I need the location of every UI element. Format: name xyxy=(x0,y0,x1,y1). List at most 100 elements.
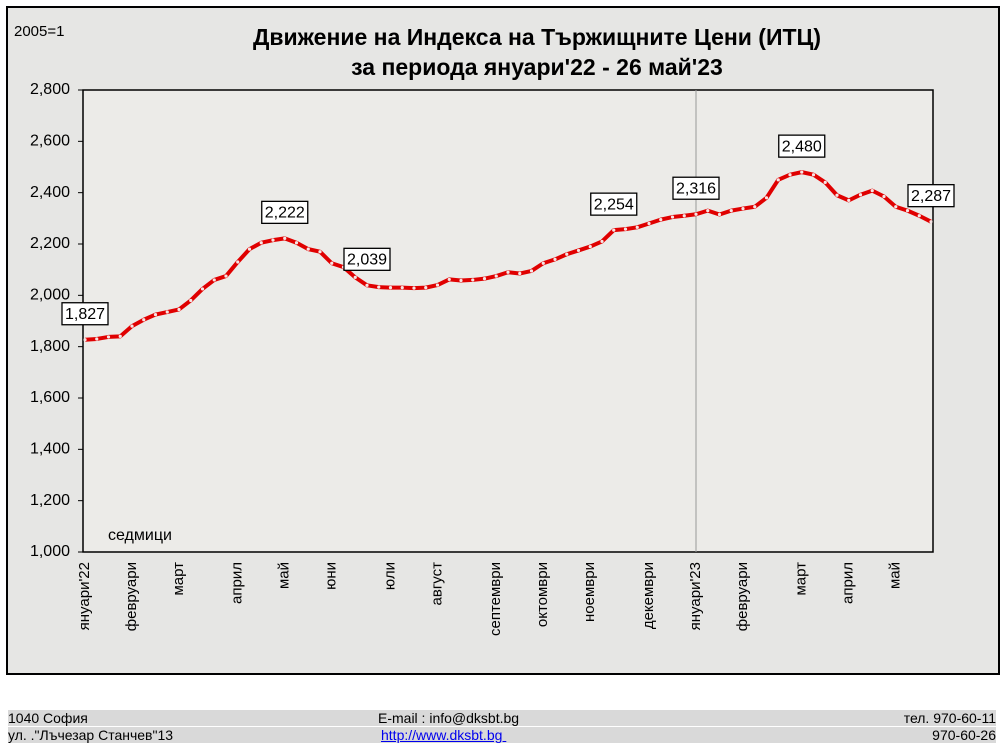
data-label: 2,480 xyxy=(782,138,822,155)
data-label-box xyxy=(590,192,638,216)
point-marker xyxy=(259,241,263,245)
point-marker xyxy=(670,215,675,219)
point-marker xyxy=(494,274,498,278)
chart-subtitle: за периода януари'22 - 26 май'23 xyxy=(351,54,723,80)
point-marker xyxy=(905,209,910,213)
data-label: 2,316 xyxy=(676,180,716,197)
point-marker xyxy=(600,239,604,244)
point-marker xyxy=(400,286,404,290)
point-marker xyxy=(424,286,428,290)
point-marker xyxy=(482,277,487,281)
y-tick-label: 2,600 xyxy=(30,133,70,150)
x-tick-label: декември xyxy=(640,562,657,629)
x-tick-label: октомври xyxy=(534,562,551,627)
footer-address: 1040 София xyxy=(8,710,88,726)
footer-link[interactable]: http://www.dksbt.bg xyxy=(381,727,507,743)
footer-row: ул. ."Лъчезар Станчев"13 http://www.dksb… xyxy=(8,727,996,743)
point-marker xyxy=(800,170,804,174)
point-marker xyxy=(612,228,616,232)
point-marker xyxy=(142,318,146,322)
data-label-box xyxy=(907,184,955,208)
x-tick-label: януари'22 xyxy=(76,562,93,630)
footer-email: E-mail : info@dksbt.bg xyxy=(378,710,520,726)
y-tick-label: 1,200 xyxy=(30,492,70,509)
point-marker xyxy=(823,180,827,184)
y-tick-label: 1,000 xyxy=(30,543,70,560)
point-marker xyxy=(412,286,416,290)
point-marker xyxy=(435,283,440,287)
x-tick-label: април xyxy=(840,562,857,604)
x-tick-label: февруари xyxy=(734,562,751,631)
point-marker xyxy=(83,338,87,342)
x-tick-label: ноември xyxy=(581,562,598,622)
point-marker xyxy=(118,334,122,338)
x-tick-label: август xyxy=(428,562,445,606)
point-marker xyxy=(694,212,698,216)
point-marker xyxy=(870,189,874,193)
data-label-box xyxy=(778,134,826,158)
y-tick-label: 2,200 xyxy=(30,235,70,252)
footer-phone: тел. 970-60-11 xyxy=(903,710,996,726)
note: 2005=1 xyxy=(14,23,64,40)
point-marker xyxy=(659,218,663,222)
point-marker xyxy=(388,286,393,290)
x-tick-label: септември xyxy=(487,562,504,636)
point-marker xyxy=(130,324,134,328)
y-tick-label: 2,000 xyxy=(30,287,70,304)
point-marker xyxy=(623,227,628,231)
point-marker xyxy=(541,261,545,265)
point-marker xyxy=(706,209,710,213)
point-marker xyxy=(271,238,275,242)
point-marker xyxy=(330,261,334,265)
x-tick-label: май xyxy=(276,562,293,589)
point-marker xyxy=(847,198,851,202)
point-marker xyxy=(247,247,252,251)
footer-row: 1040 София E-mail : info@dksbt.bg тел. 9… xyxy=(8,710,996,726)
x-tick-label: април xyxy=(229,562,246,604)
point-marker xyxy=(835,193,839,197)
y-tick-label: 2,800 xyxy=(30,81,70,98)
x-tick-label: май xyxy=(887,562,904,589)
point-marker xyxy=(682,214,686,218)
x-tick-label: юни xyxy=(323,562,340,590)
point-marker xyxy=(553,257,557,261)
point-marker xyxy=(189,298,193,303)
point-marker xyxy=(165,310,169,314)
footer-phone: 970-60-26 xyxy=(932,727,996,743)
x-tick-label: март xyxy=(793,562,810,596)
chart-title: Движение на Индекса на Тържищните Цени (… xyxy=(253,24,821,50)
point-marker xyxy=(565,252,569,256)
point-marker xyxy=(729,209,733,213)
point-marker xyxy=(224,274,228,278)
data-label-box xyxy=(261,200,309,225)
point-marker xyxy=(741,206,745,211)
point-marker xyxy=(318,250,322,254)
x-tick-label: януари'23 xyxy=(687,562,704,630)
data-label-box xyxy=(61,302,109,326)
point-marker xyxy=(106,335,111,339)
footer-street: ул. ."Лъчезар Станчев"13 xyxy=(8,727,174,743)
data-label: 2,287 xyxy=(911,188,951,205)
point-marker xyxy=(635,225,639,229)
y-tick-label: 1,800 xyxy=(30,338,70,355)
point-marker xyxy=(283,236,287,240)
data-label: 2,039 xyxy=(347,252,387,269)
data-label: 1,827 xyxy=(65,306,105,323)
point-marker xyxy=(882,194,886,199)
x-tick-label: февруари xyxy=(123,562,140,631)
point-marker xyxy=(212,278,216,282)
point-marker xyxy=(529,269,534,273)
point-marker xyxy=(506,270,510,274)
point-marker xyxy=(894,205,898,209)
point-marker xyxy=(764,196,769,200)
y-tick-label: 1,600 xyxy=(30,389,70,406)
point-marker xyxy=(177,307,181,312)
point-marker xyxy=(200,287,205,291)
data-label-box xyxy=(672,176,720,200)
point-marker xyxy=(776,178,780,182)
point-marker xyxy=(365,283,369,287)
data-label: 2,254 xyxy=(594,196,634,213)
point-marker xyxy=(588,244,592,249)
point-marker xyxy=(236,260,240,264)
